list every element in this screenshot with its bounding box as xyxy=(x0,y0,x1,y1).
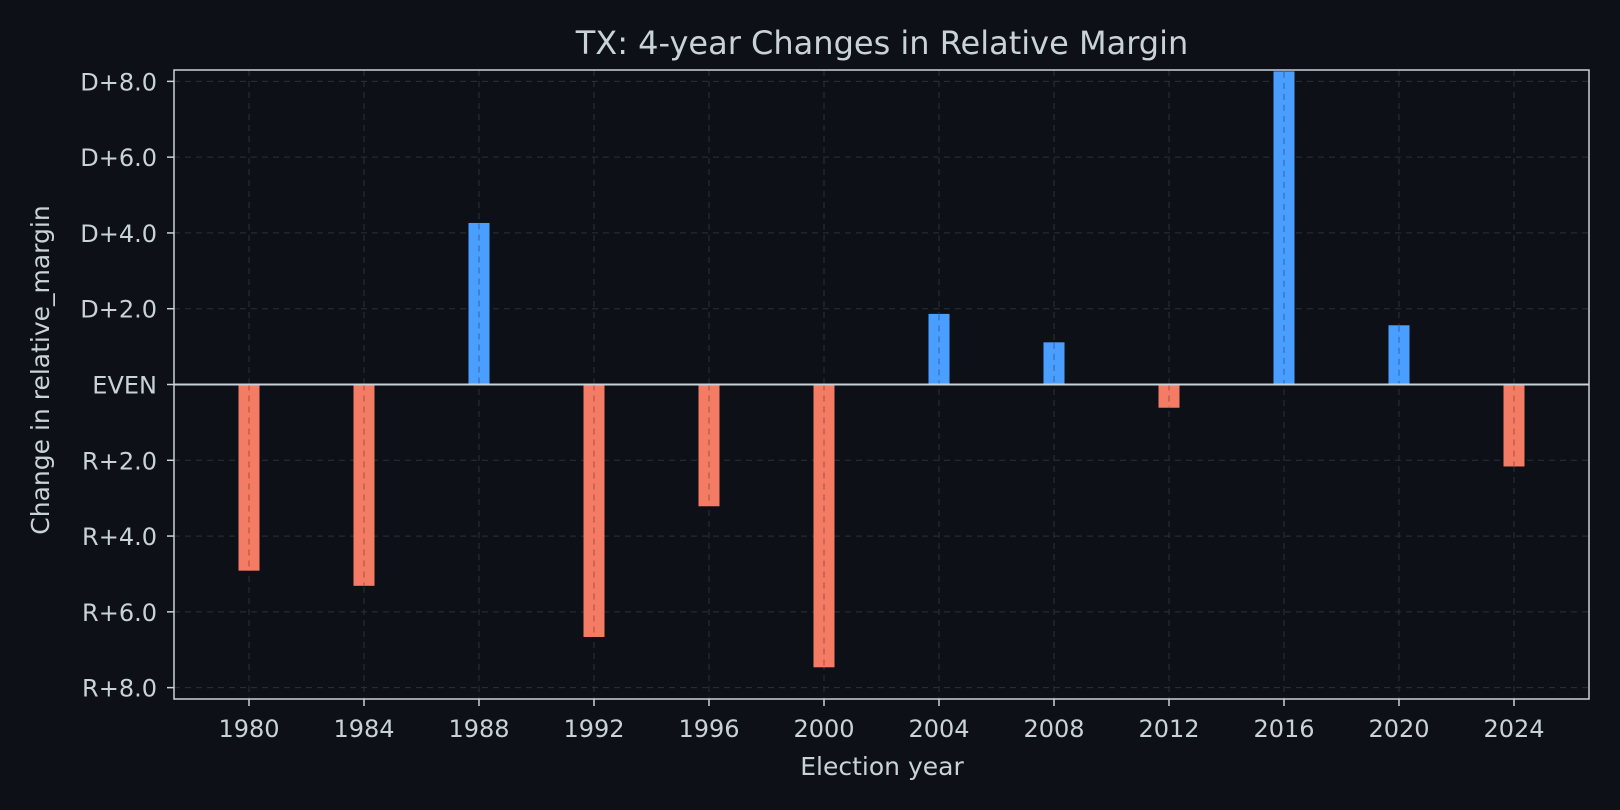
y-tick-label: R+8.0 xyxy=(82,675,157,703)
y-tick-label: R+6.0 xyxy=(82,599,157,627)
x-tick-label: 2012 xyxy=(1138,715,1199,743)
x-tick-label: 1996 xyxy=(678,715,739,743)
x-tick-label: 2000 xyxy=(793,715,854,743)
bar-2000 xyxy=(813,384,835,668)
chart-title: TX: 4-year Changes in Relative Margin xyxy=(575,24,1189,62)
y-tick-label: D+6.0 xyxy=(80,144,157,172)
x-axis-ticks: 1980 1984 1988 1992 1996 2000 2004 2008 2012 2016… xyxy=(218,699,1545,743)
y-axis-label: Change in relative_margin xyxy=(26,205,55,534)
y-tick-label: R+2.0 xyxy=(82,447,157,475)
y-tick-label: D+4.0 xyxy=(80,220,157,248)
y-tick-label: R+4.0 xyxy=(82,523,157,551)
y-axis-ticks: D+8.0 D+6.0 D+4.0 D+2.0 EVEN R+2.0 R+4.0 R+6.0 R… xyxy=(80,68,174,703)
x-tick-label: 1984 xyxy=(333,715,394,743)
grid xyxy=(174,70,1589,699)
y-tick-label: D+8.0 xyxy=(80,68,157,96)
x-tick-label: 2004 xyxy=(908,715,969,743)
x-axis-label: Election year xyxy=(800,752,964,781)
x-tick-label: 2016 xyxy=(1253,715,1314,743)
y-tick-label: D+2.0 xyxy=(80,296,157,324)
y-tick-label: EVEN xyxy=(92,372,157,400)
bars xyxy=(238,71,1525,668)
x-tick-label: 2024 xyxy=(1483,715,1544,743)
x-tick-label: 1992 xyxy=(563,715,624,743)
x-tick-label: 2008 xyxy=(1023,715,1084,743)
x-tick-label: 2020 xyxy=(1368,715,1429,743)
x-tick-label: 1988 xyxy=(448,715,509,743)
x-tick-label: 1980 xyxy=(218,715,279,743)
